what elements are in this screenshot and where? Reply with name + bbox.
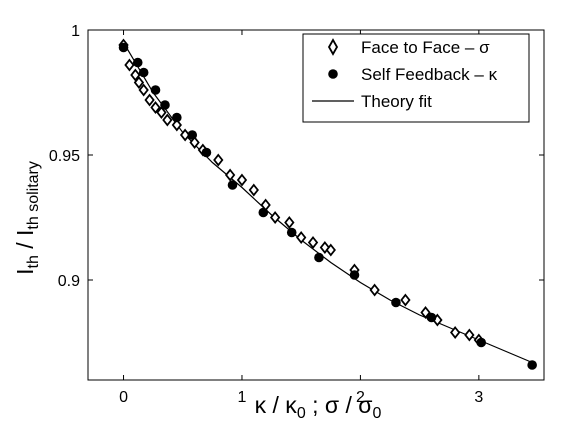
circle-point (258, 207, 269, 218)
legend-label-theory-fit: Theory fit (361, 92, 432, 111)
legend-label-face-to-face: Face to Face – σ (361, 38, 490, 57)
circle-point (527, 360, 537, 370)
legend-label-self-feedback: Self Feedback – κ (361, 65, 498, 84)
diamond-point (236, 173, 248, 187)
diamond-point (144, 93, 155, 107)
legend-box (302, 33, 530, 123)
diamond-point (284, 216, 295, 229)
circle-point (391, 297, 401, 308)
diamond-point (296, 231, 307, 244)
diamond-point (369, 283, 380, 297)
y-tick-label: 0.95 (49, 148, 80, 165)
diamond-point (400, 293, 411, 307)
y-axis-label: Ith / Ith solitary (12, 161, 42, 275)
axes-frame (87, 29, 545, 381)
x-tick-label: 0 (119, 389, 128, 406)
circle-point (138, 67, 149, 78)
diamond-point (124, 58, 135, 72)
diamond-point (150, 101, 161, 114)
diamond-point (189, 136, 200, 149)
legend: Face to Face – σ Self Feedback – κ Theor… (302, 33, 530, 123)
diamond-point (130, 68, 141, 82)
circle-point (476, 337, 487, 348)
circle-point (349, 270, 360, 280)
diamond-point (156, 106, 167, 119)
diamond-point (325, 243, 336, 257)
circle-point (187, 130, 198, 140)
y-tick-label: 0.9 (58, 273, 80, 290)
circle-point (314, 252, 324, 263)
diamond-point (224, 168, 236, 182)
diamond-point (248, 183, 259, 197)
axes: 0 1 2 3 0.9 0.95 1 (49, 23, 545, 406)
legend-marker-circle (328, 69, 338, 79)
circle-point (118, 42, 129, 53)
circle-point (150, 85, 161, 95)
x-tick-label: 1 (238, 389, 247, 406)
x-axis-label: κ / κ0 ; σ / σ0 (255, 392, 382, 422)
diamond-point (307, 236, 319, 249)
y-tick-label: 1 (71, 23, 80, 40)
circle-point (201, 147, 212, 158)
diamond-point (269, 211, 281, 224)
circle-point (160, 100, 170, 110)
diamond-point (162, 113, 173, 127)
x-tick-label: 2 (356, 389, 365, 406)
diamond-point (138, 83, 149, 97)
circle-point (172, 112, 182, 123)
diamond-point (464, 328, 475, 342)
plot-area (118, 38, 537, 370)
diamond-point (171, 118, 182, 132)
legend-marker-diamond (327, 38, 339, 56)
circle-point (286, 227, 297, 238)
circle-point (426, 312, 437, 323)
diamond-point (213, 153, 224, 167)
circle-point (227, 180, 238, 190)
diamond-point (450, 326, 461, 339)
x-tick-label: 3 (474, 389, 483, 406)
circle-point (132, 57, 143, 68)
diamond-point (133, 76, 145, 89)
